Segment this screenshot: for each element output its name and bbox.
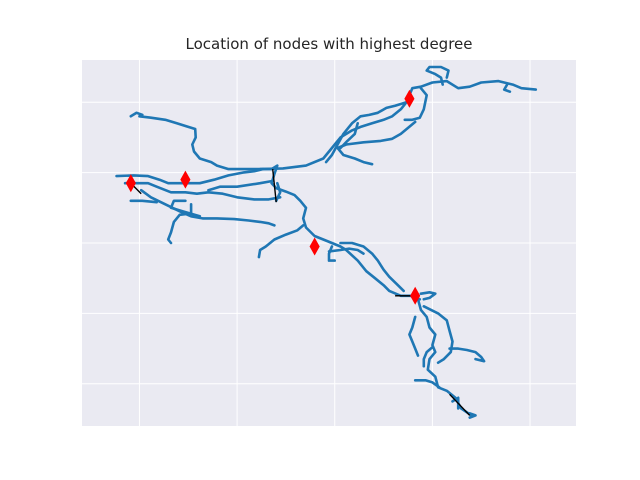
- edge-path: [336, 120, 417, 166]
- edge-path: [169, 199, 202, 218]
- edge-path: [422, 345, 434, 368]
- network-edges: [115, 65, 538, 419]
- edge-path: [408, 315, 420, 357]
- highest-degree-node-marker: [404, 89, 415, 108]
- edge-path: [115, 167, 265, 185]
- edge-path: [422, 305, 454, 364]
- edge-path: [339, 241, 405, 293]
- edge-path: [502, 83, 512, 93]
- edge-path: [129, 199, 158, 204]
- edge-path: [138, 115, 473, 417]
- edge-path: [413, 379, 441, 389]
- edge-path: [468, 412, 477, 419]
- edge-path: [129, 111, 144, 118]
- edge-path: [207, 179, 273, 192]
- highest-degree-markers: [125, 89, 421, 305]
- edge-path: [339, 122, 359, 150]
- edge-path: [327, 247, 365, 255]
- edge-path: [123, 181, 282, 201]
- edge-path: [139, 188, 276, 227]
- edge-path: [419, 291, 437, 301]
- chart-title: Location of nodes with highest degree: [185, 35, 472, 53]
- edge-path: [274, 181, 282, 203]
- connector-path: [272, 169, 277, 203]
- connector-path: [449, 393, 471, 416]
- edge-path: [403, 86, 428, 122]
- highest-degree-node-marker: [410, 286, 421, 305]
- highest-degree-node-marker: [309, 237, 320, 256]
- edge-path: [257, 224, 305, 259]
- edge-path: [448, 347, 486, 363]
- edge-path: [425, 65, 450, 86]
- edge-path: [324, 100, 408, 164]
- highest-degree-node-marker: [125, 174, 136, 193]
- highest-degree-node-marker: [180, 170, 191, 189]
